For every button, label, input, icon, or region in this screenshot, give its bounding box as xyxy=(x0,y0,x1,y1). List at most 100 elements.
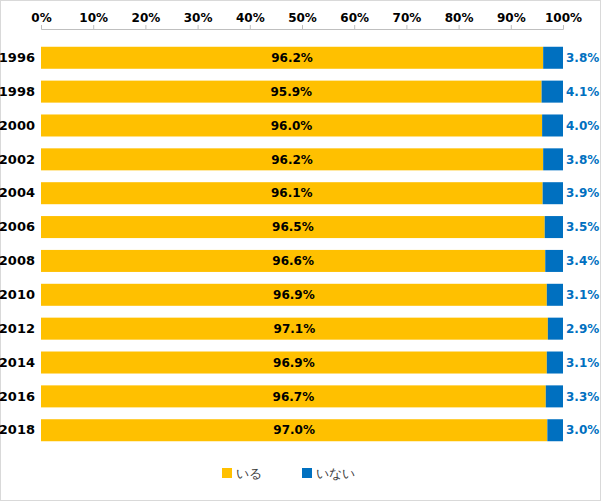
legend-item: いない xyxy=(302,466,355,481)
data-label: 3.8% xyxy=(566,153,599,167)
bar xyxy=(41,385,546,407)
bar xyxy=(547,284,563,306)
series-1 xyxy=(542,47,563,441)
data-label: 3.4% xyxy=(566,254,599,268)
tick: 70% xyxy=(393,11,422,29)
bar xyxy=(41,47,543,69)
tick: 1996 xyxy=(0,50,35,65)
category-label: 2002 xyxy=(0,152,35,167)
tick-mark xyxy=(250,25,251,29)
data-label: 3.1% xyxy=(566,356,599,370)
tick-label: 60% xyxy=(340,11,369,25)
bars xyxy=(41,47,563,441)
bar xyxy=(545,216,563,238)
tick-label: 40% xyxy=(236,11,265,25)
data-label: 4.1% xyxy=(566,85,599,99)
data-label: 96.6% xyxy=(272,254,314,268)
bar xyxy=(547,419,563,441)
bar xyxy=(41,352,547,374)
category-label: 2000 xyxy=(0,118,35,133)
tick: 90% xyxy=(497,11,526,29)
tick-mark xyxy=(302,25,303,29)
legend-swatch xyxy=(222,468,232,478)
tick: 2012 xyxy=(0,321,35,336)
tick: 2014 xyxy=(0,355,35,370)
tick-label: 80% xyxy=(445,11,474,25)
bar xyxy=(41,318,548,340)
tick: 20% xyxy=(132,11,161,29)
tick-label: 70% xyxy=(393,11,422,25)
series-0 xyxy=(41,47,548,441)
tick-mark xyxy=(198,25,199,29)
tick-mark xyxy=(511,25,512,29)
axis-line xyxy=(42,25,564,30)
bar xyxy=(542,114,563,136)
y-axis: 1996 1998 2000 2002 2004 2006 2008 2010 2012 2014… xyxy=(0,50,35,437)
data-label: 3.1% xyxy=(566,288,599,302)
data-label: 96.2% xyxy=(271,153,313,167)
tick-mark xyxy=(406,25,407,29)
bar xyxy=(41,81,542,103)
data-label: 96.2% xyxy=(271,51,313,65)
bar xyxy=(542,81,563,103)
data-label: 2.9% xyxy=(566,322,599,336)
legend: いる いない xyxy=(222,466,355,481)
data-label: 97.0% xyxy=(273,423,315,437)
data-label: 97.1% xyxy=(274,322,316,336)
data-label: 3.9% xyxy=(566,186,599,200)
x-axis: 0%10%20%30%40%50%60%70%80%90%100% xyxy=(31,11,582,30)
data-label: 96.1% xyxy=(271,186,313,200)
tick-label: 0% xyxy=(31,11,51,25)
frame xyxy=(1,1,601,501)
bar xyxy=(41,419,547,441)
tick: 40% xyxy=(236,11,265,29)
data-label: 96.7% xyxy=(273,390,315,404)
data-labels: 96.2% 95.9% 96.0% 96.2% 96.1% 96.5% 96.6% 96.9%… xyxy=(270,51,599,437)
category-label: 2012 xyxy=(0,321,35,336)
tick: 2016 xyxy=(0,389,35,404)
tick: 1998 xyxy=(0,84,35,99)
bar xyxy=(41,148,543,170)
bar xyxy=(41,216,545,238)
tick: 2000 xyxy=(0,118,35,133)
tick-label: 100% xyxy=(545,11,582,25)
category-label: 2006 xyxy=(0,219,35,234)
tick-mark xyxy=(354,25,355,29)
category-label: 2014 xyxy=(0,355,35,370)
bar xyxy=(543,148,563,170)
data-label: 3.8% xyxy=(566,51,599,65)
category-label: 2010 xyxy=(0,287,35,302)
category-label: 2018 xyxy=(0,422,35,437)
bar xyxy=(545,250,563,272)
data-label: 96.9% xyxy=(273,356,315,370)
data-label: 3.0% xyxy=(566,423,599,437)
tick: 2008 xyxy=(0,253,35,268)
category-label: 2004 xyxy=(0,185,35,200)
tick: 80% xyxy=(445,11,474,29)
tick-label: 10% xyxy=(79,11,108,25)
tick-mark xyxy=(145,25,146,29)
category-label: 2016 xyxy=(0,389,35,404)
bar xyxy=(547,352,563,374)
bar xyxy=(548,318,563,340)
bar xyxy=(543,182,563,204)
tick: 100% xyxy=(545,11,582,29)
bar xyxy=(41,114,542,136)
legend-label: いる xyxy=(236,466,262,481)
tick-mark xyxy=(563,25,564,29)
data-label: 96.0% xyxy=(271,119,313,133)
tick: 60% xyxy=(340,11,369,29)
tick-label: 30% xyxy=(184,11,213,25)
bar xyxy=(41,250,545,272)
tick: 10% xyxy=(79,11,108,29)
tick-mark xyxy=(41,25,42,29)
category-label: 1998 xyxy=(0,84,35,99)
chart: 0%10%20%30%40%50%60%70%80%90%100%1996199… xyxy=(0,0,601,501)
legend-label: いない xyxy=(316,466,355,481)
data-label: 3.3% xyxy=(566,390,599,404)
tick-label: 20% xyxy=(132,11,161,25)
tick: 0% xyxy=(31,11,51,29)
data-label: 96.5% xyxy=(272,220,314,234)
tick-mark xyxy=(93,25,94,29)
data-label: 95.9% xyxy=(270,85,312,99)
